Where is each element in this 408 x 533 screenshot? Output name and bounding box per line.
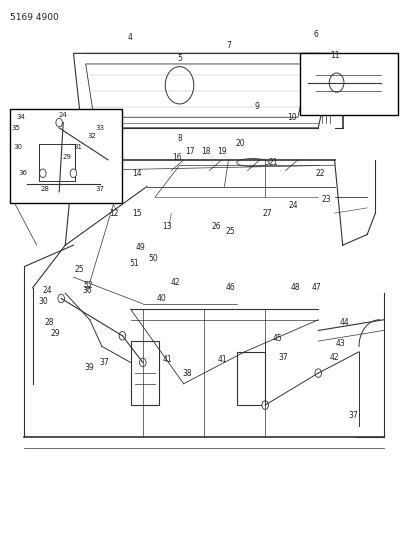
Text: 7: 7: [226, 41, 231, 50]
Text: 30: 30: [38, 297, 48, 305]
Text: 49: 49: [136, 244, 146, 252]
Text: 27: 27: [262, 209, 272, 217]
Text: 4: 4: [128, 33, 133, 42]
Bar: [237, 352, 265, 405]
Text: 51: 51: [130, 260, 140, 268]
Text: 21: 21: [268, 158, 278, 167]
Bar: [300, 53, 398, 115]
Text: 5: 5: [177, 54, 182, 63]
Text: 37: 37: [95, 186, 104, 192]
Text: 17: 17: [185, 148, 195, 156]
Text: 6: 6: [314, 30, 319, 39]
Text: 8: 8: [177, 134, 182, 143]
Circle shape: [119, 332, 126, 340]
Text: 16: 16: [173, 153, 182, 161]
Text: 26: 26: [211, 222, 221, 231]
Text: 30: 30: [14, 143, 23, 150]
Circle shape: [58, 294, 64, 303]
Text: 15: 15: [132, 209, 142, 217]
Text: 12: 12: [109, 209, 119, 217]
Text: 24: 24: [289, 201, 299, 209]
Text: 40: 40: [156, 294, 166, 303]
Text: 28: 28: [40, 186, 49, 192]
Text: 13: 13: [162, 222, 172, 231]
Bar: [39, 144, 75, 181]
Text: 23: 23: [322, 196, 331, 204]
Text: 25: 25: [75, 265, 84, 273]
Text: 52: 52: [83, 281, 93, 289]
Text: 11: 11: [350, 70, 360, 79]
Text: 10: 10: [287, 113, 297, 122]
Text: 1: 1: [112, 126, 117, 135]
Text: 3: 3: [83, 140, 88, 148]
Text: 46: 46: [226, 284, 235, 292]
Text: 48: 48: [291, 284, 301, 292]
Text: 50: 50: [148, 254, 158, 263]
Text: 28: 28: [44, 318, 54, 327]
Text: 34: 34: [16, 114, 25, 120]
Text: 35: 35: [12, 125, 21, 131]
Text: 41: 41: [162, 356, 172, 364]
Text: 24: 24: [42, 286, 52, 295]
Text: 39: 39: [85, 364, 95, 372]
Text: 37: 37: [348, 411, 358, 420]
Text: 41: 41: [217, 356, 227, 364]
Text: 29: 29: [50, 329, 60, 337]
Text: 32: 32: [87, 133, 96, 139]
Text: 43: 43: [336, 340, 346, 348]
Circle shape: [56, 118, 62, 127]
Text: 11: 11: [330, 52, 339, 60]
Bar: [10, 109, 122, 203]
Circle shape: [40, 169, 46, 177]
Text: 37: 37: [279, 353, 288, 361]
Text: 36: 36: [18, 170, 27, 176]
Circle shape: [140, 358, 146, 367]
Text: 2: 2: [100, 134, 104, 143]
Circle shape: [315, 369, 322, 377]
Bar: [131, 341, 159, 405]
Text: 18: 18: [201, 148, 211, 156]
Circle shape: [70, 169, 77, 177]
Text: 33: 33: [95, 125, 104, 131]
Text: 9: 9: [255, 102, 259, 111]
Text: 31: 31: [73, 143, 82, 150]
Text: 14: 14: [132, 169, 142, 177]
Text: 38: 38: [183, 369, 193, 377]
Text: 19: 19: [217, 148, 227, 156]
Text: 47: 47: [311, 284, 321, 292]
Text: 20: 20: [236, 140, 246, 148]
Text: 42: 42: [171, 278, 180, 287]
Text: 25: 25: [226, 228, 235, 236]
Text: 24: 24: [59, 111, 68, 118]
Text: 22: 22: [315, 169, 325, 177]
Text: 5169 4900: 5169 4900: [10, 13, 59, 22]
Circle shape: [262, 401, 268, 409]
Text: 42: 42: [330, 353, 339, 361]
Text: 36: 36: [83, 286, 93, 295]
Text: 29: 29: [63, 154, 72, 160]
Text: 37: 37: [99, 358, 109, 367]
Text: 44: 44: [340, 318, 350, 327]
Text: 45: 45: [273, 334, 282, 343]
